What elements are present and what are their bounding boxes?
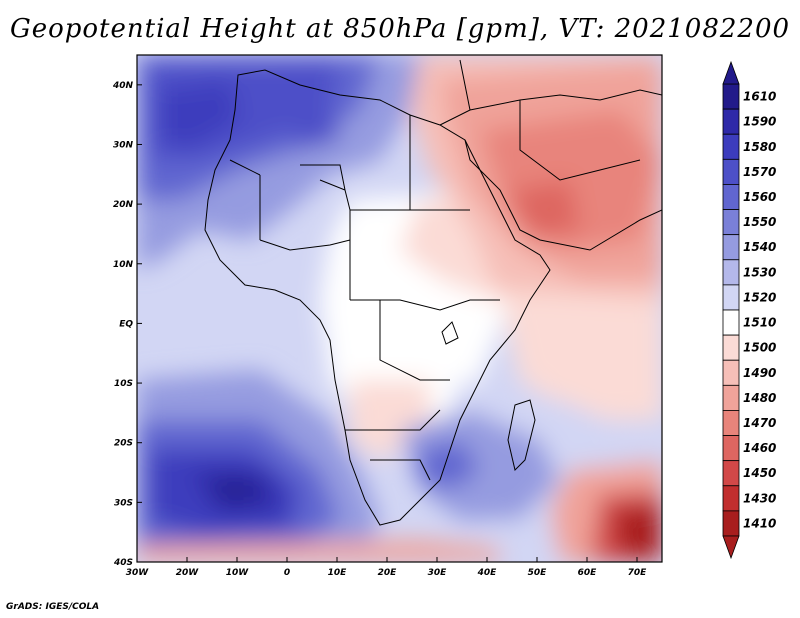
colorbar-label: 1590 bbox=[743, 115, 776, 129]
lat-tick-label: EQ bbox=[119, 319, 133, 329]
latitude-axis: 40N 30N 20N 10N EQ 10S 20S 30S 40S bbox=[112, 81, 142, 568]
lon-tick-label: 10E bbox=[328, 568, 348, 578]
lat-tick-label: 30S bbox=[114, 498, 133, 508]
colorbar-swatch bbox=[722, 234, 740, 261]
longitude-axis: 30W 20W 10W 0 10E 20E 30E 40E 50E 60E 70E bbox=[126, 557, 647, 578]
lon-tick-label: 50E bbox=[528, 568, 548, 578]
colorbar-label: 1450 bbox=[743, 466, 776, 480]
map-title: Geopotential Height at 850hPa [gpm], VT:… bbox=[9, 14, 791, 44]
lon-tick-label: 10W bbox=[226, 568, 250, 578]
footer-credit: GrADS: IGES/COLA bbox=[6, 602, 100, 612]
colorbar-swatch bbox=[722, 158, 740, 185]
colorbar-swatch bbox=[722, 485, 740, 512]
colorbar-swatch bbox=[722, 359, 740, 386]
height-field bbox=[137, 55, 662, 562]
colorbar-label: 1410 bbox=[743, 516, 776, 530]
colorbar-label: 1580 bbox=[743, 140, 776, 154]
colorbar-label: 1570 bbox=[743, 165, 776, 179]
colorbar-bottom-arrow bbox=[722, 535, 740, 560]
colorbar-label: 1490 bbox=[743, 366, 776, 380]
colorbar-top-arrow bbox=[722, 60, 740, 85]
colorbar-swatch bbox=[722, 384, 740, 411]
colorbar-label: 1520 bbox=[743, 290, 776, 304]
map-frame bbox=[136, 54, 663, 563]
colorbar-swatch bbox=[722, 309, 740, 336]
colorbar-swatch bbox=[722, 259, 740, 286]
colorbar-label: 1550 bbox=[743, 215, 776, 229]
colorbar-label: 1610 bbox=[743, 90, 776, 104]
lat-tick-label: 10N bbox=[113, 260, 134, 270]
lat-tick-label: 40S bbox=[113, 558, 133, 568]
lon-tick-label: 0 bbox=[284, 568, 290, 578]
lon-tick-label: 20W bbox=[176, 568, 200, 578]
colorbar-swatch bbox=[722, 133, 740, 160]
colorbar-swatch bbox=[722, 284, 740, 311]
lon-tick-label: 70E bbox=[628, 568, 648, 578]
colorbar-swatch bbox=[722, 435, 740, 462]
colorbar-swatch bbox=[722, 108, 740, 135]
lon-tick-label: 60E bbox=[578, 568, 598, 578]
colorbar-label: 1480 bbox=[743, 391, 776, 405]
colorbar-label: 1560 bbox=[743, 190, 776, 204]
colorbar-label: 1500 bbox=[743, 341, 776, 355]
lon-tick-label: 30W bbox=[126, 568, 150, 578]
colorbar-label: 1430 bbox=[743, 491, 776, 505]
colorbar-swatch bbox=[722, 83, 740, 110]
colorbar-swatch bbox=[722, 410, 740, 436]
lon-tick-label: 40E bbox=[477, 568, 498, 578]
colorbar-swatch bbox=[722, 334, 740, 361]
colorbar-label: 1470 bbox=[743, 416, 776, 430]
coastlines bbox=[204, 59, 662, 526]
lat-tick-label: 20N bbox=[113, 200, 134, 210]
colorbar-label: 1510 bbox=[743, 316, 776, 330]
lon-tick-label: 30E bbox=[428, 568, 448, 578]
colorbar-swatch bbox=[722, 510, 740, 537]
colorbar-label: 1530 bbox=[743, 265, 776, 279]
colorbar: 1610 1590 1580 1570 1560 1550 1540 1530 1520 1510… bbox=[722, 60, 776, 560]
colorbar-swatch bbox=[722, 209, 740, 236]
lat-tick-label: 20S bbox=[114, 439, 133, 449]
lat-tick-label: 10S bbox=[114, 379, 133, 389]
colorbar-label: 1460 bbox=[743, 441, 776, 455]
colorbar-label: 1540 bbox=[743, 240, 776, 254]
lat-tick-label: 30N bbox=[113, 140, 134, 150]
lon-tick-label: 20E bbox=[378, 568, 398, 578]
lat-tick-label: 40N bbox=[112, 81, 134, 91]
colorbar-swatch bbox=[722, 460, 740, 487]
colorbar-swatch bbox=[722, 184, 740, 210]
